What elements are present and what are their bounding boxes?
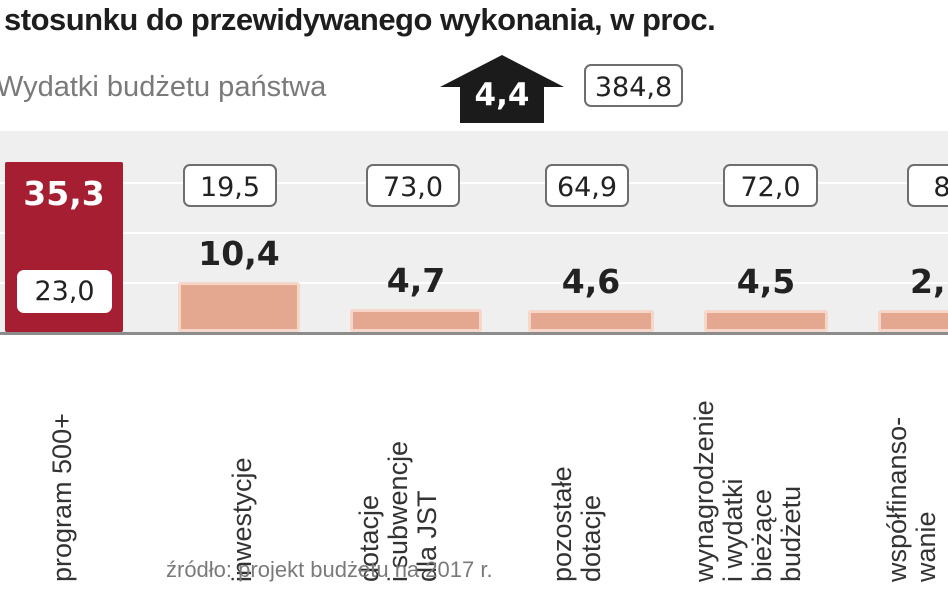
category-label-line: program 500+: [47, 413, 77, 582]
bar-value-label: 35,3: [23, 174, 105, 213]
up-arrow-icon: [440, 55, 564, 123]
bar: [704, 310, 828, 332]
bar-amount-box: 73,0: [366, 164, 460, 207]
bar-value-label: 10,4: [198, 233, 280, 273]
category-label-line: bieżące: [747, 488, 777, 582]
bar: [878, 310, 948, 332]
gridline: [0, 282, 948, 284]
source-note: źródło: projekt budżetu na 2017 r.: [166, 557, 493, 582]
gridline: [0, 182, 948, 184]
category-label: współfinanso-wanie: [882, 416, 941, 582]
bar-amount-box: 8: [907, 164, 948, 207]
bar: [528, 309, 654, 332]
bar-amount-box: 19,5: [183, 164, 277, 207]
bar-value-label: 4,7: [386, 261, 446, 301]
category-label-line: dotacje: [576, 494, 606, 582]
bar-value-label: 4,5: [736, 262, 796, 301]
bar: [350, 309, 482, 332]
chart-title: stosunku do przewidywanego wykonania, w …: [4, 2, 716, 37]
category-label-line: wanie: [911, 511, 941, 582]
chart-subtitle: Wydatki budżetu państwa: [0, 71, 327, 103]
total-change-value: 4,4: [474, 77, 530, 113]
category-label: wynagrodzenie i wydatki bieżące budżetu: [689, 400, 806, 582]
category-label-line: i wydatki: [718, 478, 748, 582]
baseline: [0, 332, 948, 335]
bar-amount-box: 64,9: [545, 164, 629, 207]
bar: [178, 281, 300, 332]
bar-amount-box: 72,0: [723, 164, 818, 207]
category-label-line: budżetu: [776, 485, 806, 582]
bar-amount-box: 23,0: [17, 270, 112, 313]
bar-value-label: 2,1: [910, 262, 948, 301]
category-label-line: współfinanso-: [882, 416, 912, 582]
bar-value-label: 4,6: [561, 261, 621, 301]
total-amount-box: 384,8: [584, 64, 683, 107]
total-change-arrow: 4,4: [440, 55, 564, 123]
category-label: program 500+: [47, 413, 77, 582]
category-label: pozostałe dotacje: [547, 466, 606, 582]
gridline: [0, 232, 948, 234]
category-label-line: pozostałe: [547, 466, 577, 582]
category-label-line: wynagrodzenie: [689, 400, 719, 582]
